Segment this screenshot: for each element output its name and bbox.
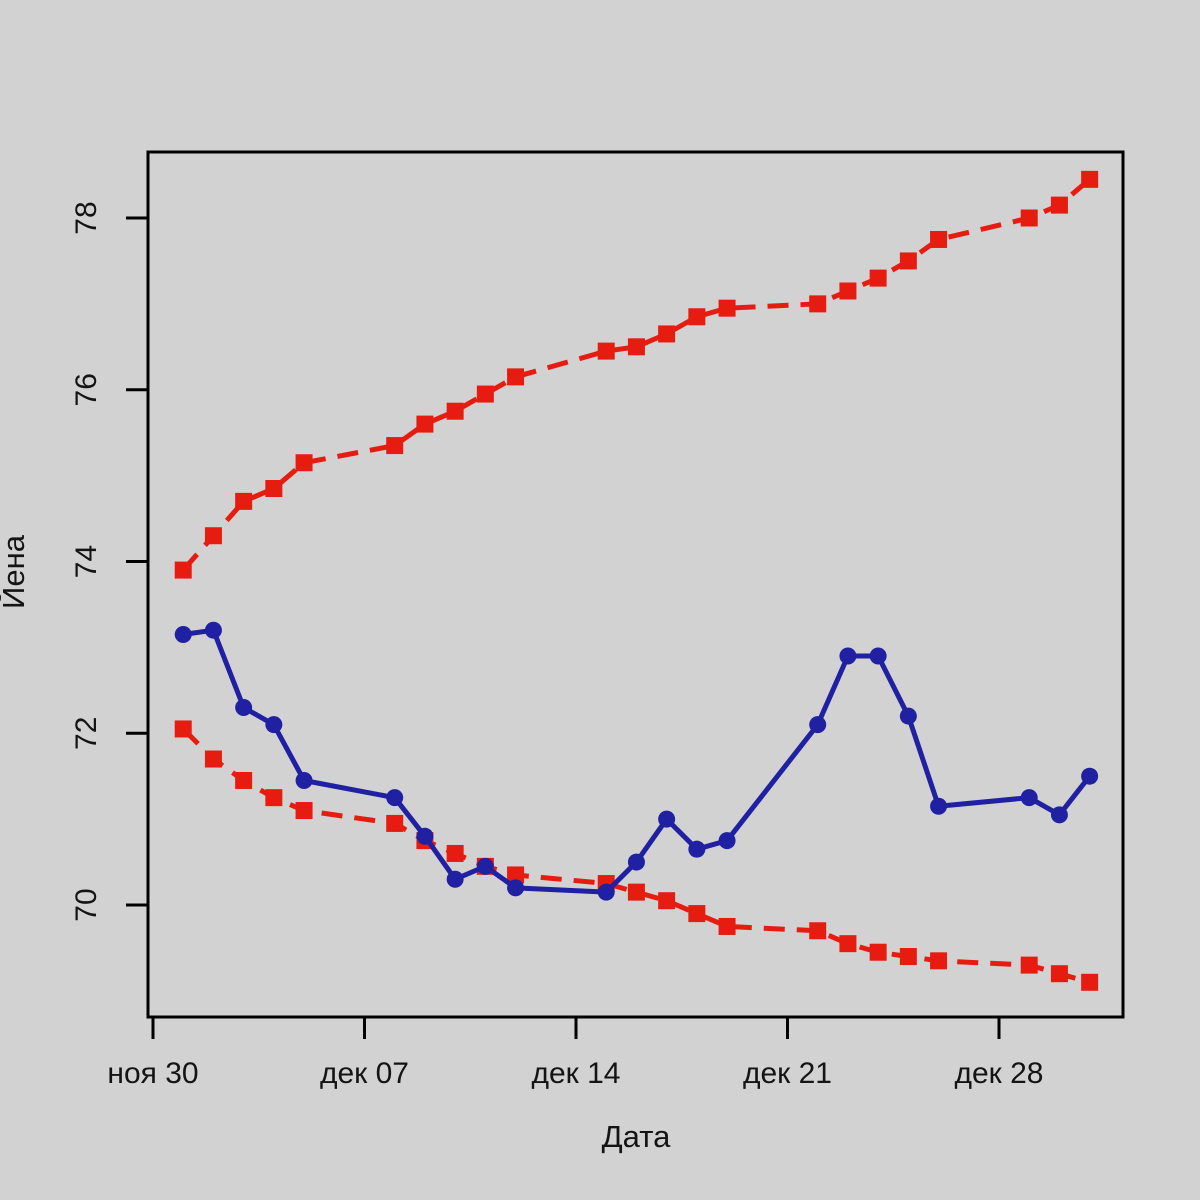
data-point-lower_band <box>174 720 192 738</box>
series-line-lower_band <box>181 727 1091 985</box>
axis-ticks-group: ноя 30 дек 07 дек 14 дек 21 дек 28 70 72 74 76 78 <box>70 201 1044 1090</box>
data-point-upper_band <box>204 527 222 545</box>
x-axis-title: Дата <box>602 1119 671 1154</box>
data-point-lower_band <box>507 866 525 884</box>
data-point-actual <box>839 647 857 665</box>
series-line-actual <box>182 627 1092 895</box>
data-point-upper_band <box>476 385 494 403</box>
data-point-actual <box>658 810 676 828</box>
data-point-actual <box>869 647 887 665</box>
data-point-upper_band <box>265 480 283 498</box>
data-point-lower_band <box>627 883 645 901</box>
data-point-upper_band <box>809 295 827 313</box>
data-point-upper_band <box>899 252 917 270</box>
data-point-actual <box>507 879 525 897</box>
data-point-lower_band <box>204 750 222 768</box>
data-point-lower_band <box>930 952 948 970</box>
data-point-upper_band <box>1050 196 1068 214</box>
series-line-upper_band <box>181 177 1092 572</box>
data-series-group <box>174 170 1099 991</box>
x-tick-label: ноя 30 <box>107 1057 198 1090</box>
data-point-lower_band <box>446 844 464 862</box>
data-point-actual <box>1020 789 1038 807</box>
data-point-actual <box>386 789 404 807</box>
data-point-lower_band <box>1020 956 1038 974</box>
data-point-actual <box>1081 767 1099 785</box>
data-point-actual <box>597 883 615 901</box>
data-point-actual <box>174 625 192 643</box>
data-point-actual <box>1050 806 1068 824</box>
data-point-upper_band <box>386 437 404 455</box>
data-point-lower_band <box>1050 965 1068 983</box>
x-tick-label: дек 14 <box>531 1057 620 1090</box>
y-tick-label: 76 <box>70 373 103 406</box>
data-point-actual <box>446 870 464 888</box>
x-tick-label: дек 07 <box>320 1057 409 1090</box>
data-point-upper_band <box>627 338 645 356</box>
data-point-upper_band <box>718 299 736 317</box>
data-point-lower_band <box>658 892 676 910</box>
y-axis-title: Йена <box>0 534 31 609</box>
data-point-actual <box>295 771 313 789</box>
data-point-actual <box>235 698 253 716</box>
data-point-actual <box>809 716 827 734</box>
data-point-actual <box>930 797 948 815</box>
data-point-actual <box>688 840 706 858</box>
data-point-upper_band <box>235 492 253 510</box>
data-point-lower_band <box>869 943 887 961</box>
data-point-upper_band <box>507 368 525 386</box>
data-point-upper_band <box>688 308 706 326</box>
data-point-lower_band <box>718 917 736 935</box>
data-point-upper_band <box>295 454 313 472</box>
data-point-lower_band <box>235 771 253 789</box>
data-point-actual <box>718 832 736 850</box>
data-point-lower_band <box>295 802 313 820</box>
y-tick-label: 72 <box>70 717 103 750</box>
plot-frame-group <box>146 150 1125 1019</box>
data-point-upper_band <box>930 230 948 248</box>
data-point-actual <box>265 716 283 734</box>
x-tick-label: дек 21 <box>743 1057 832 1090</box>
data-point-upper_band <box>416 415 434 433</box>
data-point-lower_band <box>265 789 283 807</box>
data-point-actual <box>416 827 434 845</box>
x-tick-label: дек 28 <box>954 1057 1043 1090</box>
data-point-upper_band <box>658 325 676 343</box>
y-tick-label: 78 <box>70 201 103 234</box>
data-point-actual <box>476 857 494 875</box>
plot-border <box>146 150 1125 1019</box>
data-point-actual <box>204 621 222 639</box>
data-point-upper_band <box>1081 170 1099 188</box>
data-point-upper_band <box>869 269 887 287</box>
data-point-lower_band <box>809 922 827 940</box>
data-point-lower_band <box>899 948 917 966</box>
y-tick-label: 74 <box>70 545 103 578</box>
data-point-upper_band <box>1020 209 1038 227</box>
data-point-actual <box>899 707 917 725</box>
data-point-lower_band <box>839 935 857 953</box>
data-point-upper_band <box>174 561 192 579</box>
data-point-upper_band <box>839 282 857 300</box>
y-tick-label: 70 <box>70 888 103 921</box>
data-point-lower_band <box>386 814 404 832</box>
data-point-upper_band <box>597 342 615 360</box>
data-point-lower_band <box>688 905 706 923</box>
data-point-lower_band <box>1081 973 1099 991</box>
data-point-upper_band <box>446 402 464 420</box>
data-point-actual <box>627 853 645 871</box>
